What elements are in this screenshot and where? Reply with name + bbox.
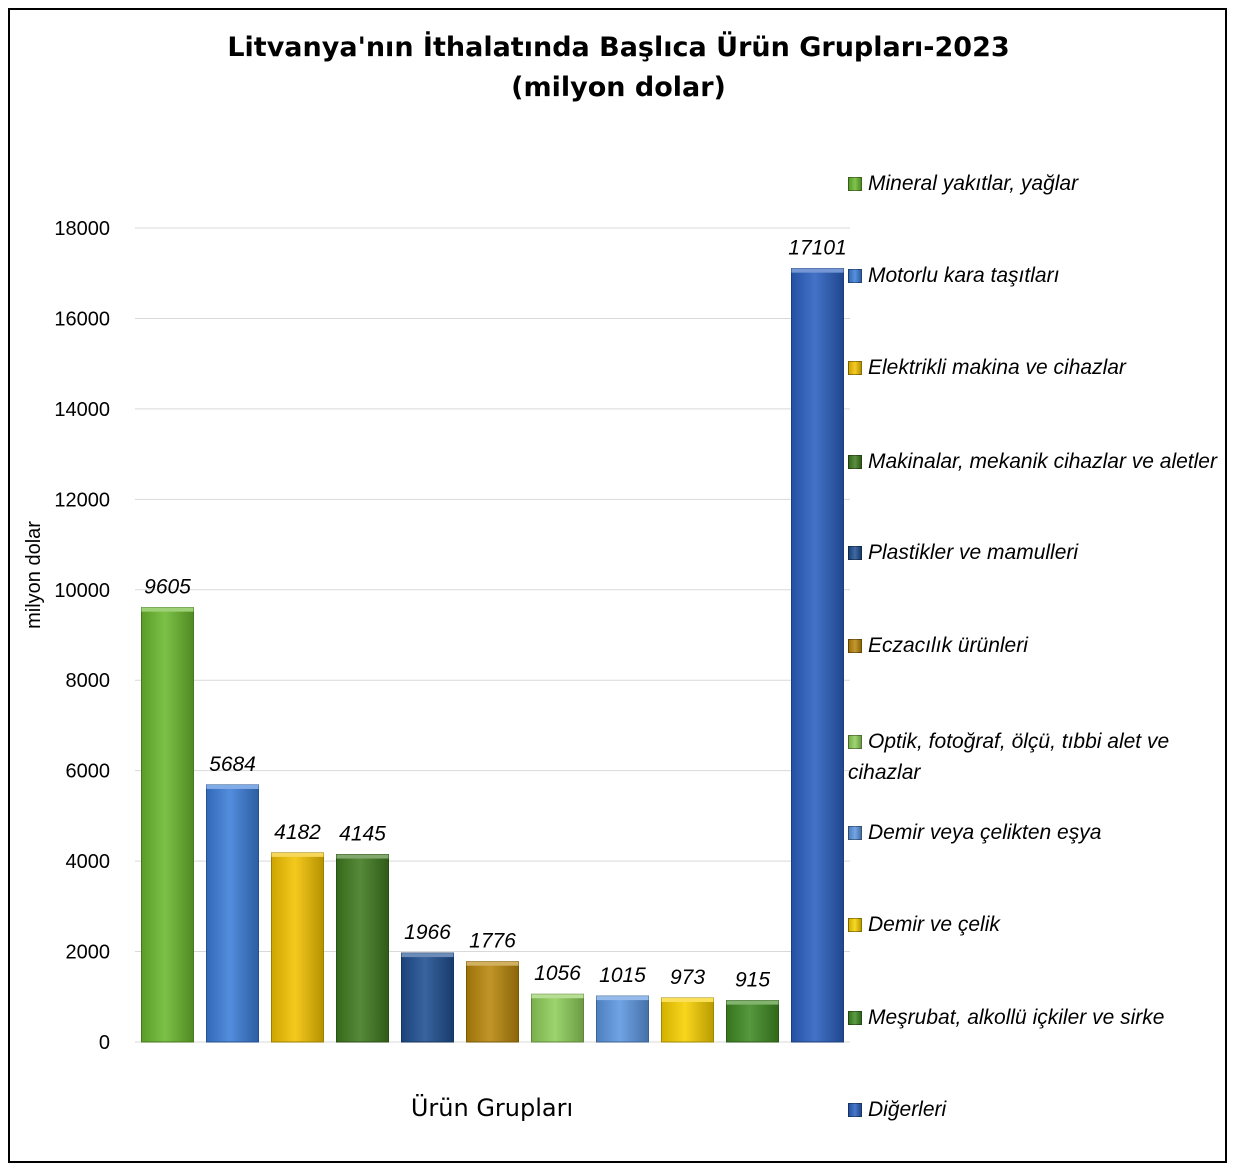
bar xyxy=(336,854,389,1043)
legend-item: Meşrubat, alkollü içkiler ve sirke xyxy=(848,1002,1228,1033)
chart-subtitle: (milyon dolar) xyxy=(511,72,726,103)
legend-item: Eczacılık ürünleri xyxy=(848,630,1228,661)
y-tick-label: 16000 xyxy=(54,308,110,330)
bar xyxy=(271,852,324,1043)
bar-top-highlight xyxy=(206,784,259,789)
y-tick-label: 4000 xyxy=(66,851,111,873)
data-label: 1056 xyxy=(534,962,581,985)
legend-swatch xyxy=(848,455,862,469)
data-label: 1015 xyxy=(599,964,646,987)
data-label: 9605 xyxy=(144,576,191,599)
y-tick-label: 18000 xyxy=(54,218,110,240)
bar-top-highlight xyxy=(531,994,584,999)
legend-swatch xyxy=(848,361,862,375)
bars xyxy=(141,268,844,1043)
bar-top-highlight xyxy=(596,996,649,1001)
bar-top-highlight xyxy=(661,997,714,1002)
legend-label: Diğerleri xyxy=(868,1098,947,1121)
bar xyxy=(726,1000,779,1043)
legend-label: Optik, fotoğraf, ölçü, tıbbi alet ve cih… xyxy=(848,730,1170,784)
data-label: 1966 xyxy=(404,921,451,944)
data-label: 973 xyxy=(670,966,705,989)
y-tick-label: 10000 xyxy=(54,580,110,602)
legend-swatch xyxy=(848,177,862,191)
legend-label: Motorlu kara taşıtları xyxy=(868,264,1060,287)
bar-top-highlight xyxy=(141,607,194,612)
legend-item: Motorlu kara taşıtları xyxy=(848,260,1228,291)
legend-swatch xyxy=(848,639,862,653)
legend-swatch xyxy=(848,546,862,560)
legend-label: Eczacılık ürünleri xyxy=(868,634,1028,657)
bar xyxy=(791,268,844,1043)
bar xyxy=(531,993,584,1043)
legend-label: Meşrubat, alkollü içkiler ve sirke xyxy=(868,1006,1165,1029)
bar xyxy=(596,995,649,1043)
y-tick-label: 14000 xyxy=(54,399,110,421)
y-tick-label: 8000 xyxy=(66,670,111,692)
bar xyxy=(466,961,519,1043)
bar-top-highlight xyxy=(791,268,844,273)
y-tick-label: 2000 xyxy=(66,942,111,964)
data-label: 1776 xyxy=(469,930,516,953)
x-axis-title: Ürün Grupları xyxy=(411,1093,573,1122)
legend-swatch xyxy=(848,1011,862,1025)
bar-top-highlight xyxy=(466,961,519,966)
bar xyxy=(206,784,259,1043)
chart-title: Litvanya'nın İthalatında Başlıca Ürün Gr… xyxy=(0,28,1237,108)
legend-label: Demir veya çelikten eşya xyxy=(868,821,1102,844)
data-labels: 9605 5684 4182 4145 1966 1776 1056 1015 973 915 17… xyxy=(144,237,847,992)
data-label: 5684 xyxy=(209,753,256,776)
chart-title-line: Litvanya'nın İthalatında Başlıca Ürün Gr… xyxy=(227,32,1010,63)
data-label: 17101 xyxy=(788,237,846,260)
legend-item: Elektrikli makina ve cihazlar xyxy=(848,352,1228,383)
legend-label: Makinalar, mekanik cihazlar ve aletler xyxy=(868,450,1217,473)
legend-item: Mineral yakıtlar, yağlar xyxy=(848,168,1228,199)
legend-item: Optik, fotoğraf, ölçü, tıbbi alet ve cih… xyxy=(848,726,1228,788)
bar-top-highlight xyxy=(401,953,454,958)
data-label: 915 xyxy=(735,969,770,992)
data-label: 4145 xyxy=(339,823,386,846)
legend-swatch xyxy=(848,918,862,932)
bar-top-highlight xyxy=(726,1000,779,1005)
y-axis-title: milyon dolar xyxy=(23,521,45,629)
legend-item: Demir veya çelikten eşya xyxy=(848,817,1228,848)
legend-item: Demir ve çelik xyxy=(848,909,1228,940)
bar xyxy=(141,607,194,1043)
y-tick-label: 0 xyxy=(99,1032,110,1054)
legend-label: Elektrikli makina ve cihazlar xyxy=(868,356,1126,379)
legend-swatch xyxy=(848,269,862,283)
bar xyxy=(401,952,454,1043)
y-axis-ticks: 0 2000 4000 6000 8000 10000 12000 14000 16000 180… xyxy=(54,218,110,1054)
bar xyxy=(661,997,714,1043)
legend-swatch xyxy=(848,1103,862,1117)
y-tick-label: 6000 xyxy=(66,761,111,783)
bar-top-highlight xyxy=(336,854,389,859)
legend-swatch xyxy=(848,826,862,840)
legend-label: Mineral yakıtlar, yağlar xyxy=(868,172,1079,195)
data-label: 4182 xyxy=(274,821,321,844)
legend-item: Makinalar, mekanik cihazlar ve aletler xyxy=(848,446,1228,477)
bar-top-highlight xyxy=(271,852,324,857)
legend-item: Diğerleri xyxy=(848,1094,1228,1125)
y-tick-label: 12000 xyxy=(54,489,110,511)
legend-swatch xyxy=(848,735,862,749)
legend-label: Demir ve çelik xyxy=(868,913,1000,936)
legend-item: Plastikler ve mamulleri xyxy=(848,537,1228,568)
legend-label: Plastikler ve mamulleri xyxy=(868,541,1079,564)
